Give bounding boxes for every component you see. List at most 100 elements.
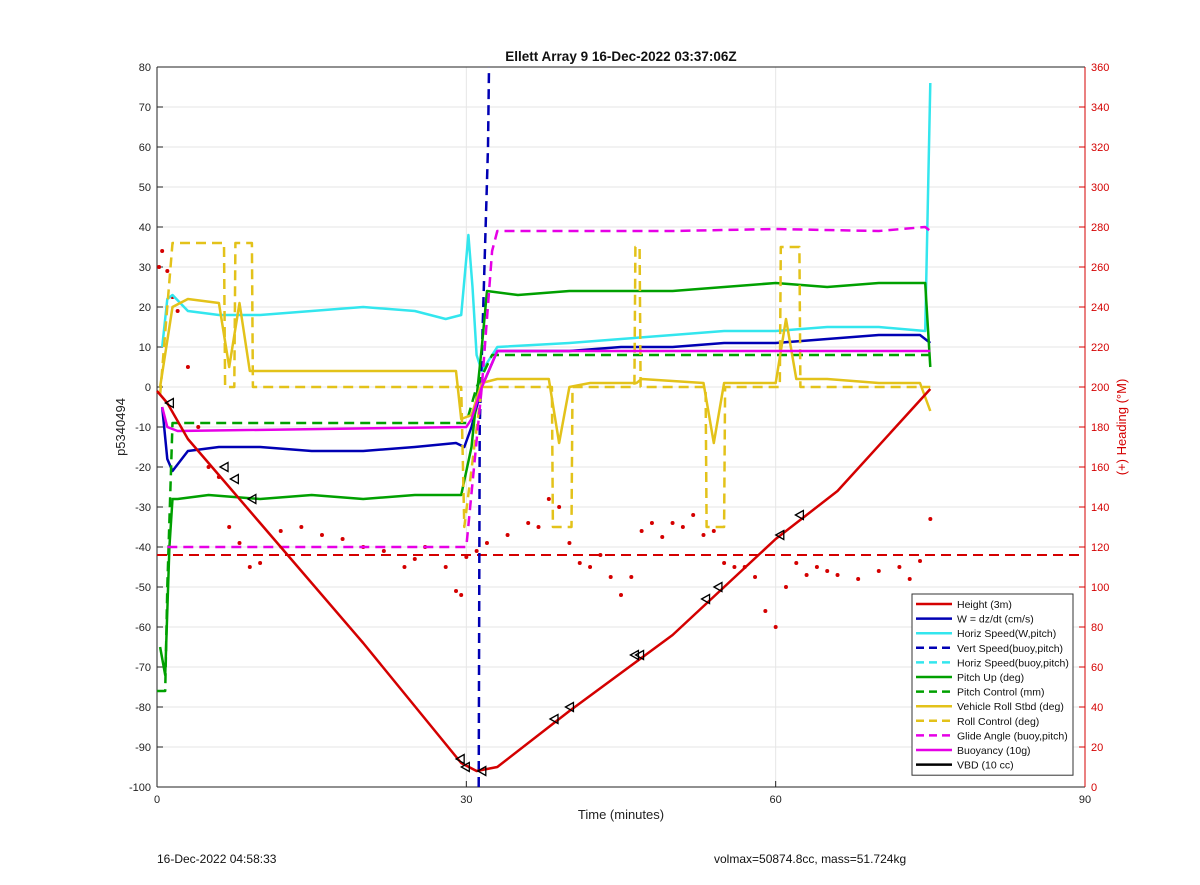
footer-summary: volmax=50874.8cc, mass=51.724kg <box>714 852 907 866</box>
height-marker <box>246 493 257 505</box>
heading-point <box>237 541 242 545</box>
series-line <box>160 349 931 433</box>
y2-tick-label: 40 <box>1091 702 1103 714</box>
series-line <box>160 333 932 473</box>
y2-tick-label: 220 <box>1091 342 1109 354</box>
heading-point <box>814 565 819 569</box>
y-tick-label: -80 <box>135 702 151 714</box>
heading-point <box>157 265 162 269</box>
height-marker <box>459 761 470 773</box>
heading-point <box>691 513 696 517</box>
y2-tick-label: 80 <box>1091 622 1103 634</box>
legend-label: Horiz Speed(W,pitch) <box>957 628 1056 640</box>
heading-point <box>160 249 165 253</box>
height-marker <box>229 473 239 485</box>
y2-tick-label: 360 <box>1091 62 1109 74</box>
series-line <box>160 82 932 373</box>
legend-label: Horiz Speed(buoy,pitch) <box>957 657 1069 669</box>
y2-tick-label: 300 <box>1091 182 1109 194</box>
heading-point <box>608 575 613 579</box>
series-line <box>157 353 931 693</box>
heading-point <box>381 549 386 553</box>
heading-point <box>474 549 479 553</box>
heading-point <box>443 565 448 569</box>
height-marker <box>564 701 575 713</box>
series-line <box>158 297 932 445</box>
heading-point <box>412 557 417 561</box>
y-tick-label: -10 <box>135 422 151 434</box>
heading-point <box>711 529 716 533</box>
heading-point <box>567 541 572 545</box>
legend-box <box>911 593 1074 776</box>
y-tick-label: 20 <box>139 302 151 314</box>
y-tick-label: 40 <box>139 222 151 234</box>
height-marker <box>218 461 229 473</box>
height-marker <box>634 649 645 661</box>
series-line <box>477 66 491 788</box>
y2-tick-label: 20 <box>1091 742 1103 754</box>
heading-point <box>175 309 180 313</box>
x-axis-label: Time (minutes) <box>578 807 664 822</box>
legend-label: Buoyancy (10g) <box>957 745 1031 757</box>
y-tick-label: -30 <box>135 502 151 514</box>
heading-point <box>484 541 489 545</box>
legend-label: Roll Control (deg) <box>957 716 1039 728</box>
legend-label: Vert Speed(buoy,pitch) <box>957 643 1063 655</box>
y2-tick-label: 120 <box>1091 542 1109 554</box>
x-tick-label: 60 <box>770 794 782 806</box>
heading-point <box>680 525 685 529</box>
y-tick-label: -70 <box>135 662 151 674</box>
height-marker <box>629 649 640 661</box>
heading-point <box>856 577 861 581</box>
heading-point <box>165 269 170 273</box>
heading-point <box>464 555 469 559</box>
heading-point <box>629 575 634 579</box>
series-line <box>158 241 931 529</box>
heading-point <box>876 569 881 573</box>
heading-point <box>185 365 190 369</box>
y2-tick-label: 160 <box>1091 462 1109 474</box>
legend-label: Pitch Up (deg) <box>957 672 1024 684</box>
y2-tick-label: 180 <box>1091 422 1109 434</box>
y2-tick-label: 200 <box>1091 382 1109 394</box>
heading-point <box>732 565 737 569</box>
heading-point <box>825 569 830 573</box>
height-marker <box>476 765 487 777</box>
legend: Height (3m) W = dz/dt (cm/s) Horiz Speed(W… <box>911 593 1074 776</box>
y-tick-label: -50 <box>135 582 151 594</box>
heading-point <box>619 593 623 597</box>
heading-point <box>835 573 840 577</box>
heading-point <box>701 533 706 537</box>
heading-point <box>278 529 283 533</box>
heading-point <box>340 537 345 541</box>
y2-tick-label: 240 <box>1091 302 1109 314</box>
heading-point <box>588 565 593 569</box>
x-tick-label: 90 <box>1079 794 1091 806</box>
y-tick-label: -100 <box>129 782 151 794</box>
heading-point <box>546 497 551 501</box>
heading-point <box>794 561 799 565</box>
heading-point <box>299 525 304 529</box>
heading-point <box>402 565 407 569</box>
heading-point <box>918 559 923 563</box>
y2-tick-label: 340 <box>1091 102 1109 114</box>
y2-tick-label: 100 <box>1091 582 1109 594</box>
y-tick-label: -40 <box>135 542 151 554</box>
heading-point <box>258 561 263 565</box>
chart-title: Ellett Array 9 16-Dec-2022 03:37:06Z <box>505 49 736 64</box>
axes: -100-90-80-70-60-50-40-30-20-10010203040… <box>129 62 1109 806</box>
heading-point <box>804 573 809 577</box>
legend-label: VBD (10 cc) <box>957 760 1014 772</box>
heading-point <box>753 575 758 579</box>
heading-point <box>670 521 675 525</box>
y-tick-label: 60 <box>139 142 151 154</box>
heading-point <box>598 553 603 557</box>
legend-label: Height (3m) <box>957 599 1012 611</box>
plot-area <box>156 66 1085 788</box>
heading-point <box>247 565 252 569</box>
y2-tick-label: 140 <box>1091 502 1109 514</box>
height-marker <box>548 713 559 725</box>
height-marker <box>794 509 805 521</box>
y-tick-label: 50 <box>139 182 151 194</box>
